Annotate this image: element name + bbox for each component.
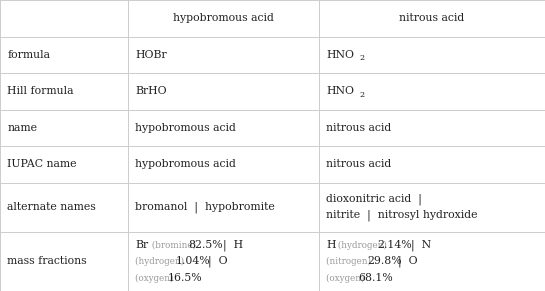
Text: H: H: [326, 240, 335, 250]
Text: |  O: | O: [391, 256, 418, 267]
Text: HOBr: HOBr: [135, 50, 167, 60]
Text: (nitrogen): (nitrogen): [326, 257, 374, 266]
Text: HNO: HNO: [326, 50, 354, 60]
Text: BrHO: BrHO: [135, 86, 167, 96]
Text: 29.8%: 29.8%: [367, 256, 402, 267]
Text: 2.14%: 2.14%: [377, 240, 412, 250]
Text: Br: Br: [135, 240, 148, 250]
Text: 1.04%: 1.04%: [176, 256, 211, 267]
Text: name: name: [7, 123, 37, 133]
Text: IUPAC name: IUPAC name: [7, 159, 77, 169]
Text: 16.5%: 16.5%: [168, 273, 203, 283]
Text: (oxygen): (oxygen): [326, 274, 367, 283]
Text: nitrous acid: nitrous acid: [326, 159, 391, 169]
Text: 2: 2: [360, 54, 365, 62]
Text: mass fractions: mass fractions: [7, 256, 87, 267]
Text: nitrous acid: nitrous acid: [326, 123, 391, 133]
Text: HNO: HNO: [326, 86, 354, 96]
Text: hypobromous acid: hypobromous acid: [173, 13, 274, 23]
Text: formula: formula: [7, 50, 50, 60]
Text: (bromine): (bromine): [149, 240, 198, 249]
Text: (hydrogen): (hydrogen): [135, 257, 187, 266]
Text: |  N: | N: [404, 239, 431, 251]
Text: (hydrogen): (hydrogen): [335, 240, 389, 249]
Text: |  O: | O: [201, 256, 227, 267]
Text: 68.1%: 68.1%: [359, 273, 393, 283]
Text: bromanol  |  hypobromite: bromanol | hypobromite: [135, 202, 275, 213]
Text: Hill formula: Hill formula: [7, 86, 74, 96]
Text: dioxonitric acid  |
nitrite  |  nitrosyl hydroxide: dioxonitric acid | nitrite | nitrosyl hy…: [326, 194, 477, 221]
Text: nitrous acid: nitrous acid: [399, 13, 464, 23]
Text: hypobromous acid: hypobromous acid: [135, 123, 236, 133]
Text: (oxygen): (oxygen): [135, 274, 177, 283]
Text: hypobromous acid: hypobromous acid: [135, 159, 236, 169]
Text: alternate names: alternate names: [7, 202, 96, 212]
Text: 2: 2: [360, 91, 365, 99]
Text: |  H: | H: [216, 239, 243, 251]
Text: 82.5%: 82.5%: [189, 240, 223, 250]
